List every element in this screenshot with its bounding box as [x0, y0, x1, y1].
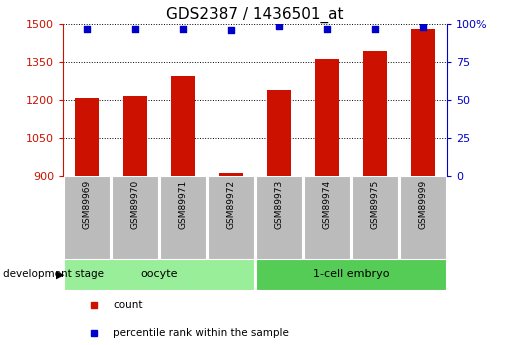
Bar	[171, 76, 195, 176]
Bar	[256, 176, 302, 259]
Bar	[400, 176, 446, 259]
Bar	[363, 51, 387, 176]
Bar	[411, 29, 435, 176]
Text: GSM89973: GSM89973	[275, 180, 283, 229]
Bar	[75, 98, 99, 176]
Text: GSM89975: GSM89975	[371, 180, 379, 229]
Point	[371, 26, 379, 31]
Point	[179, 26, 187, 31]
Text: development stage: development stage	[3, 269, 104, 279]
Text: percentile rank within the sample: percentile rank within the sample	[113, 328, 289, 338]
Text: GSM89971: GSM89971	[179, 180, 187, 229]
Point	[83, 26, 91, 31]
Point	[227, 28, 235, 33]
Point	[131, 26, 139, 31]
Bar	[112, 176, 158, 259]
Point	[419, 24, 427, 30]
Bar	[208, 176, 254, 259]
Point	[275, 23, 283, 28]
Bar	[64, 176, 110, 259]
Text: GSM89969: GSM89969	[83, 180, 91, 229]
Bar	[123, 96, 147, 176]
Bar	[352, 176, 398, 259]
Text: ▶: ▶	[56, 269, 64, 279]
Text: GSM89974: GSM89974	[323, 180, 331, 229]
Text: GSM89970: GSM89970	[131, 180, 139, 229]
Bar	[304, 176, 350, 259]
Text: GSM89972: GSM89972	[227, 180, 235, 229]
Title: GDS2387 / 1436501_at: GDS2387 / 1436501_at	[166, 7, 344, 23]
Bar	[267, 90, 291, 176]
Bar	[64, 259, 254, 290]
Bar	[219, 173, 243, 176]
Text: oocyte: oocyte	[140, 269, 178, 279]
Text: count: count	[113, 300, 142, 310]
Bar	[315, 59, 339, 176]
Text: GSM89999: GSM89999	[419, 180, 427, 229]
Bar	[256, 259, 446, 290]
Point	[323, 26, 331, 31]
Bar	[160, 176, 206, 259]
Text: 1-cell embryo: 1-cell embryo	[313, 269, 389, 279]
